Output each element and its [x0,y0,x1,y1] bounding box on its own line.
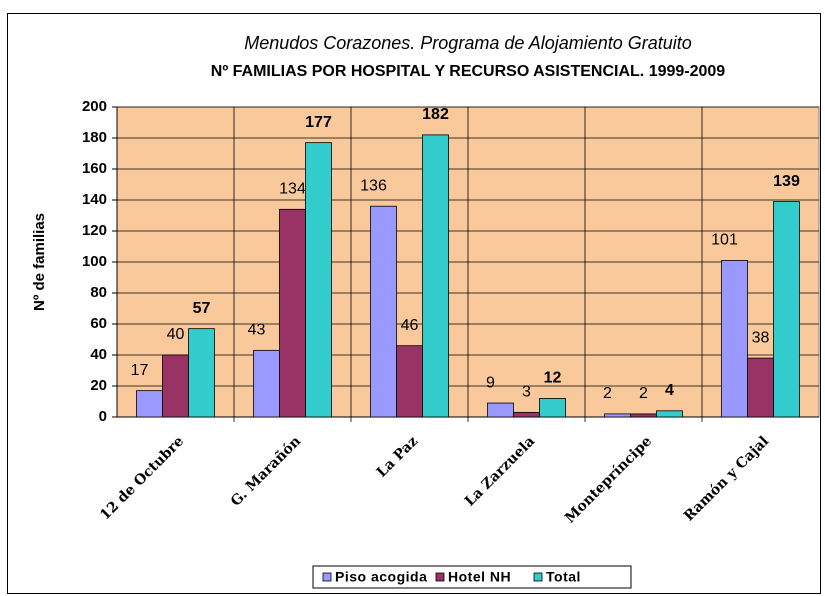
y-tick-label: 0 [99,408,107,425]
value-label: 101 [711,232,738,249]
legend-swatch [533,572,543,582]
bar [630,413,657,418]
bar [370,205,397,418]
bar [253,349,280,418]
value-label: 177 [305,114,332,131]
bar [513,411,540,418]
chart-title: Menudos Corazones. Programa de Alojamien… [244,33,692,53]
chart-subtitle: Nº FAMILIAS POR HOSPITAL Y RECURSO ASIST… [211,63,726,80]
value-label: 46 [401,317,419,334]
bar [487,402,514,418]
y-tick-label: 60 [90,315,107,332]
y-tick-label: 20 [90,377,107,394]
y-axis-label: Nº de familias [31,213,48,311]
value-label: 40 [167,326,185,343]
value-label: 38 [752,329,770,346]
legend-swatch [435,572,445,582]
value-label: 4 [665,382,674,399]
value-label: 17 [131,362,149,379]
value-label: 2 [639,385,648,402]
value-label: 136 [360,177,387,194]
legend-swatch [322,572,332,582]
value-label: 134 [279,181,306,198]
y-tick-label: 80 [90,284,107,301]
value-label: 3 [522,384,531,401]
y-tick-label: 120 [82,222,107,239]
bar [721,260,748,418]
bar [656,410,683,418]
bar [136,390,163,418]
y-tick-label: 100 [82,253,107,270]
value-label: 57 [193,300,211,317]
legend-label: Piso acogida [335,569,427,585]
value-label: 2 [603,385,612,402]
value-label: 12 [544,370,562,387]
y-tick-label: 200 [82,98,107,115]
bar [604,413,631,418]
value-label: 182 [422,106,449,123]
bar [162,354,189,418]
bar [422,134,449,418]
value-label: 43 [248,322,266,339]
bar [188,328,215,418]
value-label: 139 [773,173,800,190]
y-tick-label: 40 [90,346,107,363]
bar [279,208,306,418]
bar [747,357,774,418]
bar [773,201,800,418]
y-tick-label: 140 [82,191,107,208]
legend-label: Total [546,569,581,585]
bar [305,142,332,418]
y-tick-label: 160 [82,160,107,177]
bar [396,345,423,418]
legend-box [312,565,632,589]
legend-label: Hotel NH [448,569,511,585]
bar [539,397,566,418]
y-tick-label: 180 [82,129,107,146]
value-label: 9 [486,374,495,391]
